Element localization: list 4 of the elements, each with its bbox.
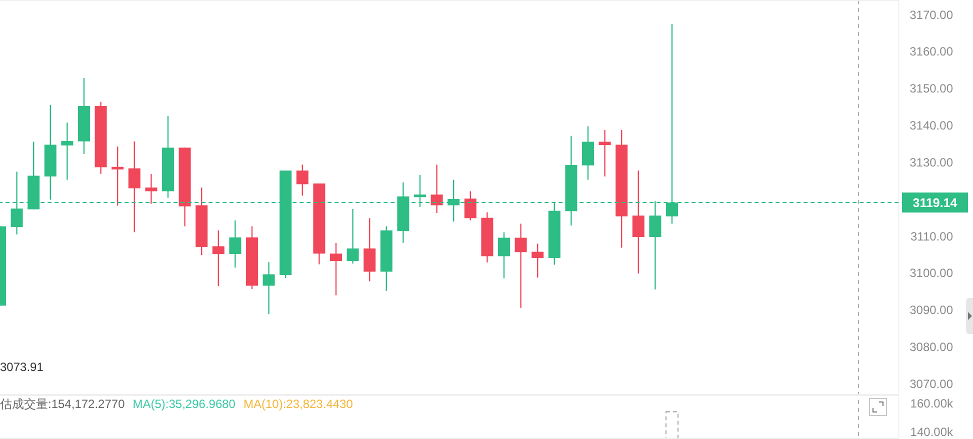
annotation: 3073.91: [0, 360, 44, 374]
annotation: MA(5):35,296.9680: [132, 397, 236, 411]
annotation: MA(10):23,823.4430: [243, 397, 353, 411]
annotation: 估成交量:154,172.2770: [0, 397, 125, 411]
